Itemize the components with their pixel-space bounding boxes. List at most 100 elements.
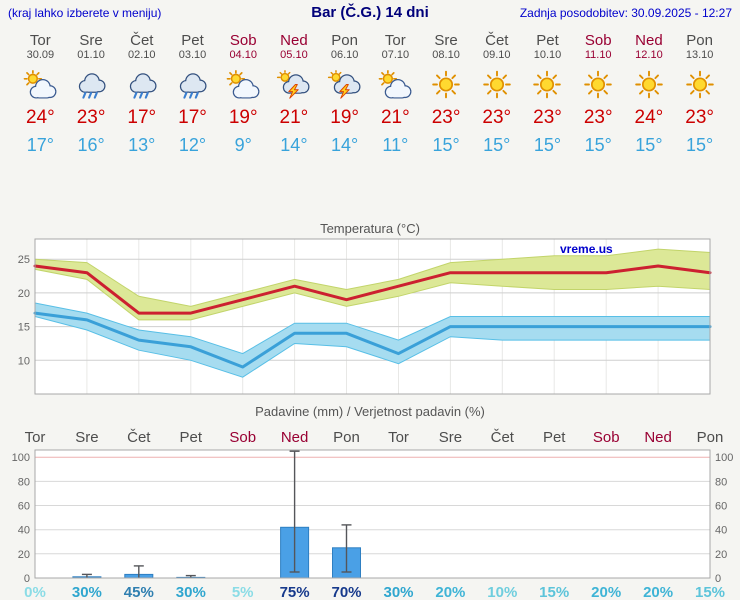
svg-text:80: 80 xyxy=(715,476,727,488)
forecast-days-strip: Tor 30.09 24° 17° Sre 01.10 23° 16° Čet … xyxy=(15,30,725,156)
day-column[interactable]: Čet 02.10 17° 13° xyxy=(116,30,167,156)
svg-text:60: 60 xyxy=(715,501,727,513)
svg-text:100: 100 xyxy=(715,452,733,464)
day-name: Pon xyxy=(686,32,713,49)
svg-text:20%: 20% xyxy=(435,584,465,600)
day-date: 02.10 xyxy=(128,49,156,61)
svg-text:30%: 30% xyxy=(176,584,206,600)
day-name: Čet xyxy=(485,32,509,49)
day-date: 03.10 xyxy=(178,49,207,61)
max-temperature: 24° xyxy=(634,107,664,128)
svg-text:60: 60 xyxy=(18,501,30,513)
day-column[interactable]: Sre 01.10 23° 16° xyxy=(66,30,117,156)
day-column[interactable]: Tor 07.10 21° 11° xyxy=(370,30,421,156)
svg-text:75%: 75% xyxy=(280,584,310,600)
svg-text:20%: 20% xyxy=(643,584,673,600)
svg-text:vreme.us: vreme.us xyxy=(560,242,613,256)
min-temperature: 15° xyxy=(432,135,460,155)
svg-text:15%: 15% xyxy=(695,584,725,600)
day-column[interactable]: Pet 10.10 23° 15° xyxy=(522,30,573,156)
rain-icon xyxy=(72,70,110,99)
day-date: 12.10 xyxy=(635,49,663,61)
svg-text:Tor: Tor xyxy=(388,429,409,446)
day-column[interactable]: Sob 04.10 19° 9° xyxy=(218,30,269,156)
svg-text:10%: 10% xyxy=(487,584,517,600)
day-name: Sob xyxy=(584,32,612,49)
rain-icon xyxy=(123,70,161,99)
day-column[interactable]: Čet 09.10 23° 15° xyxy=(471,30,522,156)
day-date: 08.10 xyxy=(432,49,460,61)
max-temperature: 23° xyxy=(76,107,106,128)
thunderstorm-icon xyxy=(275,70,313,99)
max-temperature: 23° xyxy=(431,107,461,128)
day-date: 11.10 xyxy=(584,49,612,61)
svg-text:Sre: Sre xyxy=(439,429,462,446)
day-column[interactable]: Pon 06.10 19° 14° xyxy=(319,30,370,156)
day-column[interactable]: Sob 11.10 23° 15° xyxy=(573,30,624,156)
min-temperature: 16° xyxy=(77,135,105,155)
partly-cloudy-icon xyxy=(376,70,414,99)
last-update-text: Zadnja posodobitev: 30.09.2025 - 12:27 xyxy=(519,6,732,20)
svg-text:20: 20 xyxy=(715,549,727,561)
day-date: 05.10 xyxy=(280,49,308,61)
thunderstorm-icon xyxy=(326,70,364,99)
svg-text:25: 25 xyxy=(18,254,30,266)
precipitation-chart-title: Padavine (mm) / Verjetnost padavin (%) xyxy=(255,404,485,419)
svg-text:30%: 30% xyxy=(72,584,102,600)
max-temperature: 19° xyxy=(330,107,359,128)
max-temperature: 23° xyxy=(482,107,512,128)
svg-text:Sob: Sob xyxy=(229,429,256,446)
day-name: Pon xyxy=(331,32,358,49)
temperature-chart-title: Temperatura (°C) xyxy=(320,221,420,236)
svg-text:70%: 70% xyxy=(331,584,361,600)
day-column[interactable]: Pon 13.10 23° 15° xyxy=(674,30,725,156)
day-date: 04.10 xyxy=(229,49,257,61)
max-temperature: 19° xyxy=(228,107,258,128)
min-temperature: 15° xyxy=(635,135,663,155)
day-date: 01.10 xyxy=(77,49,105,61)
day-name: Sob xyxy=(229,32,257,49)
svg-text:5%: 5% xyxy=(232,584,254,600)
max-temperature: 23° xyxy=(583,107,613,128)
max-temperature: 23° xyxy=(685,107,714,128)
max-temperature: 24° xyxy=(25,107,55,128)
min-temperature: 15° xyxy=(686,135,714,155)
day-name: Pet xyxy=(536,32,559,49)
day-date: 10.10 xyxy=(533,49,562,61)
day-column[interactable]: Pet 03.10 17° 12° xyxy=(167,30,218,156)
svg-text:45%: 45% xyxy=(124,584,154,600)
svg-text:Ned: Ned xyxy=(644,429,672,446)
day-name: Pet xyxy=(181,32,204,49)
max-temperature: 21° xyxy=(380,107,410,128)
day-column[interactable]: Ned 05.10 21° 14° xyxy=(269,30,320,156)
partly-cloudy-icon xyxy=(21,70,59,99)
svg-text:Pon: Pon xyxy=(697,429,724,446)
day-column[interactable]: Ned 12.10 24° 15° xyxy=(624,30,675,156)
min-temperature: 14° xyxy=(331,135,359,155)
day-name: Sre xyxy=(79,32,103,49)
day-date: 13.10 xyxy=(685,49,714,61)
rain-icon xyxy=(173,70,211,99)
min-temperature: 15° xyxy=(584,135,612,155)
svg-text:80: 80 xyxy=(18,476,30,488)
menu-hint-link[interactable]: (kraj lahko izberete v meniju) xyxy=(8,6,162,20)
min-temperature: 17° xyxy=(26,135,54,155)
day-column[interactable]: Sre 08.10 23° 15° xyxy=(421,30,472,156)
day-date: 30.09 xyxy=(26,49,55,61)
min-temperature: 15° xyxy=(533,135,562,155)
day-name: Ned xyxy=(280,32,308,49)
page-title: Bar (Č.G.) 14 dni xyxy=(311,4,429,21)
svg-text:0: 0 xyxy=(24,573,30,585)
svg-text:Pon: Pon xyxy=(333,429,360,446)
day-name: Tor xyxy=(384,32,406,49)
max-temperature: 17° xyxy=(127,107,157,128)
svg-text:40: 40 xyxy=(18,525,30,537)
svg-text:Pet: Pet xyxy=(543,429,566,446)
precipitation-chart: 0 0 20 20 40 40 60 60 80 80 100 100 Tor Sre Čet Pet Sob N… xyxy=(12,429,734,600)
svg-text:100: 100 xyxy=(12,452,30,464)
day-column[interactable]: Tor 30.09 24° 17° xyxy=(15,30,66,156)
temperature-chart: 10 15 20 25 vreme.us xyxy=(18,238,712,395)
svg-text:Čet: Čet xyxy=(127,429,151,446)
sun-icon xyxy=(528,70,566,99)
